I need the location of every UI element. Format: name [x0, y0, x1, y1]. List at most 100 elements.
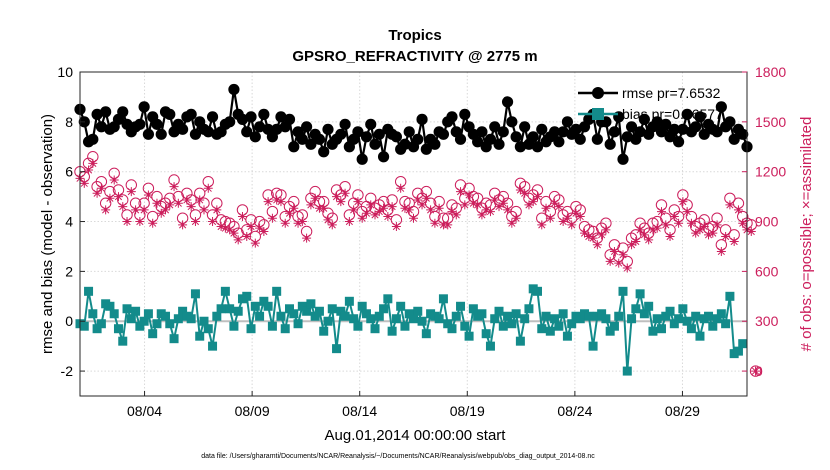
bias-point — [669, 319, 679, 329]
assimilated-obs-point — [173, 198, 183, 208]
bias-point — [190, 289, 200, 299]
assimilated-obs-point — [524, 200, 534, 210]
bias-point — [550, 314, 560, 324]
assimilated-obs-point — [537, 220, 547, 230]
assimilated-obs-point — [712, 220, 722, 230]
y2-tick-label: 0 — [755, 363, 763, 379]
assimilated-obs-point — [190, 217, 200, 227]
assimilated-obs-point — [182, 195, 192, 205]
rmse-point — [527, 131, 539, 143]
assimilated-obs-point — [161, 205, 171, 215]
bias-point — [665, 306, 675, 316]
bias-point — [588, 341, 598, 351]
assimilated-obs-point — [746, 227, 756, 237]
y-axis-left-ticks: -2 0 2 4 6 8 10 — [57, 64, 85, 379]
rmse-point — [429, 138, 441, 150]
assimilated-obs-point — [627, 240, 637, 250]
rmse-point — [313, 133, 326, 145]
rmse-point — [574, 133, 586, 145]
rmse-point — [454, 133, 467, 145]
bias-point — [306, 299, 316, 309]
bias-point — [242, 291, 252, 301]
assimilated-obs-point — [554, 202, 564, 212]
bias-point — [327, 304, 337, 314]
bias-point — [708, 321, 718, 331]
y2-tick-label: 1200 — [755, 164, 786, 180]
bias-point — [738, 339, 748, 349]
rmse-point — [506, 116, 518, 128]
assimilated-obs-point — [580, 228, 590, 238]
assimilated-obs-point — [276, 197, 286, 207]
assimilated-obs-point — [361, 208, 371, 218]
legend-rmse-label: rmse pr=7.6532 — [622, 85, 721, 101]
assimilated-obs-point — [126, 187, 136, 197]
assimilated-obs-point — [105, 193, 115, 203]
rmse-point — [531, 141, 544, 153]
bias-point — [609, 321, 619, 331]
bias-point — [447, 324, 457, 334]
bias-point — [409, 314, 418, 324]
bias-point — [541, 311, 551, 321]
assimilated-obs-point — [336, 197, 346, 207]
rmse-point — [377, 151, 390, 163]
x-tick-label: 08/24 — [557, 403, 592, 419]
assimilated-obs-point — [656, 207, 666, 217]
bias-point — [173, 314, 183, 324]
rmse-point — [356, 153, 368, 165]
assimilated-obs-point — [733, 205, 743, 215]
bias-point — [263, 301, 273, 311]
rmse-point — [369, 138, 381, 150]
rmse-point — [510, 131, 522, 143]
assimilated-obs-point — [259, 227, 269, 237]
rmse-point — [536, 123, 548, 135]
bias-point — [220, 286, 230, 296]
rmse-point — [177, 123, 189, 135]
rmse-point — [472, 136, 484, 148]
bias-point — [712, 314, 722, 324]
bias-point — [285, 304, 295, 314]
rmse-point — [206, 111, 219, 123]
bias-point — [216, 304, 226, 314]
rmse-point — [420, 143, 432, 155]
rmse-point — [399, 138, 411, 150]
bias-point — [584, 311, 594, 321]
assimilated-obs-point — [246, 222, 256, 232]
x-tick-label: 08/19 — [450, 403, 485, 419]
rmse-point — [339, 118, 351, 130]
assimilated-obs-point — [186, 202, 196, 212]
assimilated-obs-point — [494, 202, 504, 212]
bias-point — [267, 321, 277, 331]
bias-point — [379, 304, 389, 314]
assimilated-obs-point — [404, 205, 414, 215]
bias-point — [635, 289, 645, 299]
assimilated-obs-point — [631, 236, 641, 246]
assimilated-obs-point — [199, 205, 209, 215]
assimilated-obs-point — [327, 220, 337, 230]
assimilated-obs-point — [306, 200, 316, 210]
assimilated-obs-point — [592, 240, 602, 250]
assimilated-obs-point — [195, 195, 205, 205]
assimilated-obs-point — [477, 210, 487, 220]
bias-point — [434, 314, 444, 324]
bias-point — [109, 309, 119, 319]
bias-point — [208, 341, 218, 351]
assimilated-obs-point — [575, 212, 585, 222]
rmse-point — [241, 126, 253, 138]
assimilated-obs-point — [96, 183, 106, 193]
assimilated-obs-point — [400, 203, 410, 213]
assimilated-obs-point — [699, 222, 709, 232]
assimilated-obs-point — [678, 197, 688, 207]
assimilated-obs-point — [456, 187, 466, 197]
series-rmse — [74, 83, 753, 165]
bias-point — [716, 309, 726, 319]
bias-point — [481, 329, 491, 339]
y-tick-label: 2 — [65, 263, 73, 279]
series-bias — [75, 284, 748, 376]
assimilated-obs-point — [340, 188, 350, 198]
assimilated-obs-point — [708, 228, 718, 238]
rmse-point — [185, 108, 197, 120]
rmse-point — [117, 106, 129, 118]
bias-point — [96, 319, 106, 329]
assimilated-obs-point — [498, 198, 508, 208]
bias-point — [460, 321, 470, 331]
